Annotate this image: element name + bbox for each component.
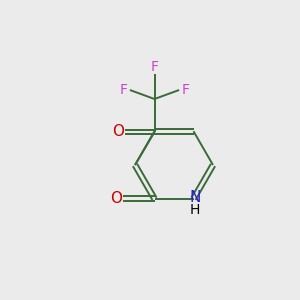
Text: H: H bbox=[190, 203, 200, 217]
Text: F: F bbox=[182, 83, 190, 97]
Text: O: O bbox=[112, 124, 124, 140]
Text: F: F bbox=[119, 83, 127, 97]
Text: O: O bbox=[110, 191, 122, 206]
Text: N: N bbox=[189, 190, 201, 205]
Text: F: F bbox=[151, 60, 158, 74]
